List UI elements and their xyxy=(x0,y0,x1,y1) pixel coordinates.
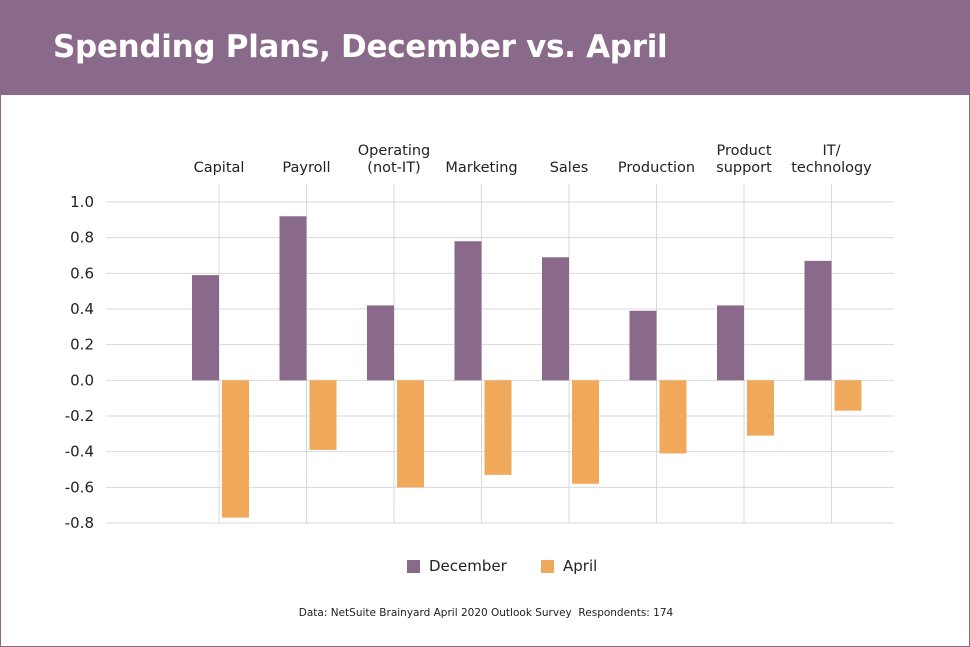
bar-april xyxy=(747,380,774,436)
x-tick-label: technology xyxy=(791,160,872,176)
bar-april xyxy=(222,380,249,518)
bar-april xyxy=(309,380,337,450)
y-tick-label: -0.4 xyxy=(65,443,94,461)
chart-title: Spending Plans, December vs. April xyxy=(53,29,668,65)
x-tick-label: Production xyxy=(618,160,695,176)
title-banner: Spending Plans, December vs. April xyxy=(1,1,969,95)
bar-december xyxy=(279,216,307,381)
bar-december xyxy=(717,305,744,381)
bar-december xyxy=(454,241,482,381)
legend-swatch-april xyxy=(541,559,554,573)
source-note: Data: NetSuite Brainyard April 2020 Outl… xyxy=(298,607,674,619)
bar-december xyxy=(804,260,832,381)
legend-item-april: April xyxy=(541,557,597,575)
y-tick-label: -0.8 xyxy=(65,514,94,532)
bar-april xyxy=(572,380,599,484)
y-tick-label: -0.2 xyxy=(65,407,94,425)
bar-december xyxy=(629,310,657,381)
legend-item-december: December xyxy=(407,557,507,575)
y-tick-label: 0.0 xyxy=(70,371,94,389)
legend-label-april: April xyxy=(563,557,598,575)
legend-label-december: December xyxy=(429,557,507,575)
x-tick-label: support xyxy=(716,160,772,176)
y-tick-label: 1.0 xyxy=(70,193,94,211)
bar-december xyxy=(192,275,219,381)
x-tick-label: IT/ xyxy=(822,143,840,159)
legend-swatch-december xyxy=(407,559,420,573)
y-tick-label: 0.4 xyxy=(70,300,94,318)
bar-december xyxy=(367,305,394,381)
y-tick-label: 0.2 xyxy=(70,336,94,354)
x-tick-label: Sales xyxy=(550,160,589,176)
bar-december xyxy=(542,257,569,381)
x-tick-label: Capital xyxy=(194,160,245,176)
y-tick-label: -0.6 xyxy=(65,478,94,496)
x-tick-label: (not-IT) xyxy=(367,160,420,176)
y-tick-label: 0.8 xyxy=(70,229,94,247)
bar-april xyxy=(484,380,512,475)
bar-april xyxy=(834,380,862,411)
x-tick-label: Operating xyxy=(358,143,431,159)
bar-april xyxy=(659,380,687,454)
x-tick-label: Marketing xyxy=(445,160,517,176)
bar-april xyxy=(397,380,424,488)
x-tick-label: Payroll xyxy=(282,160,330,176)
y-tick-label: 0.6 xyxy=(70,264,94,282)
x-tick-label: Product xyxy=(716,143,771,159)
